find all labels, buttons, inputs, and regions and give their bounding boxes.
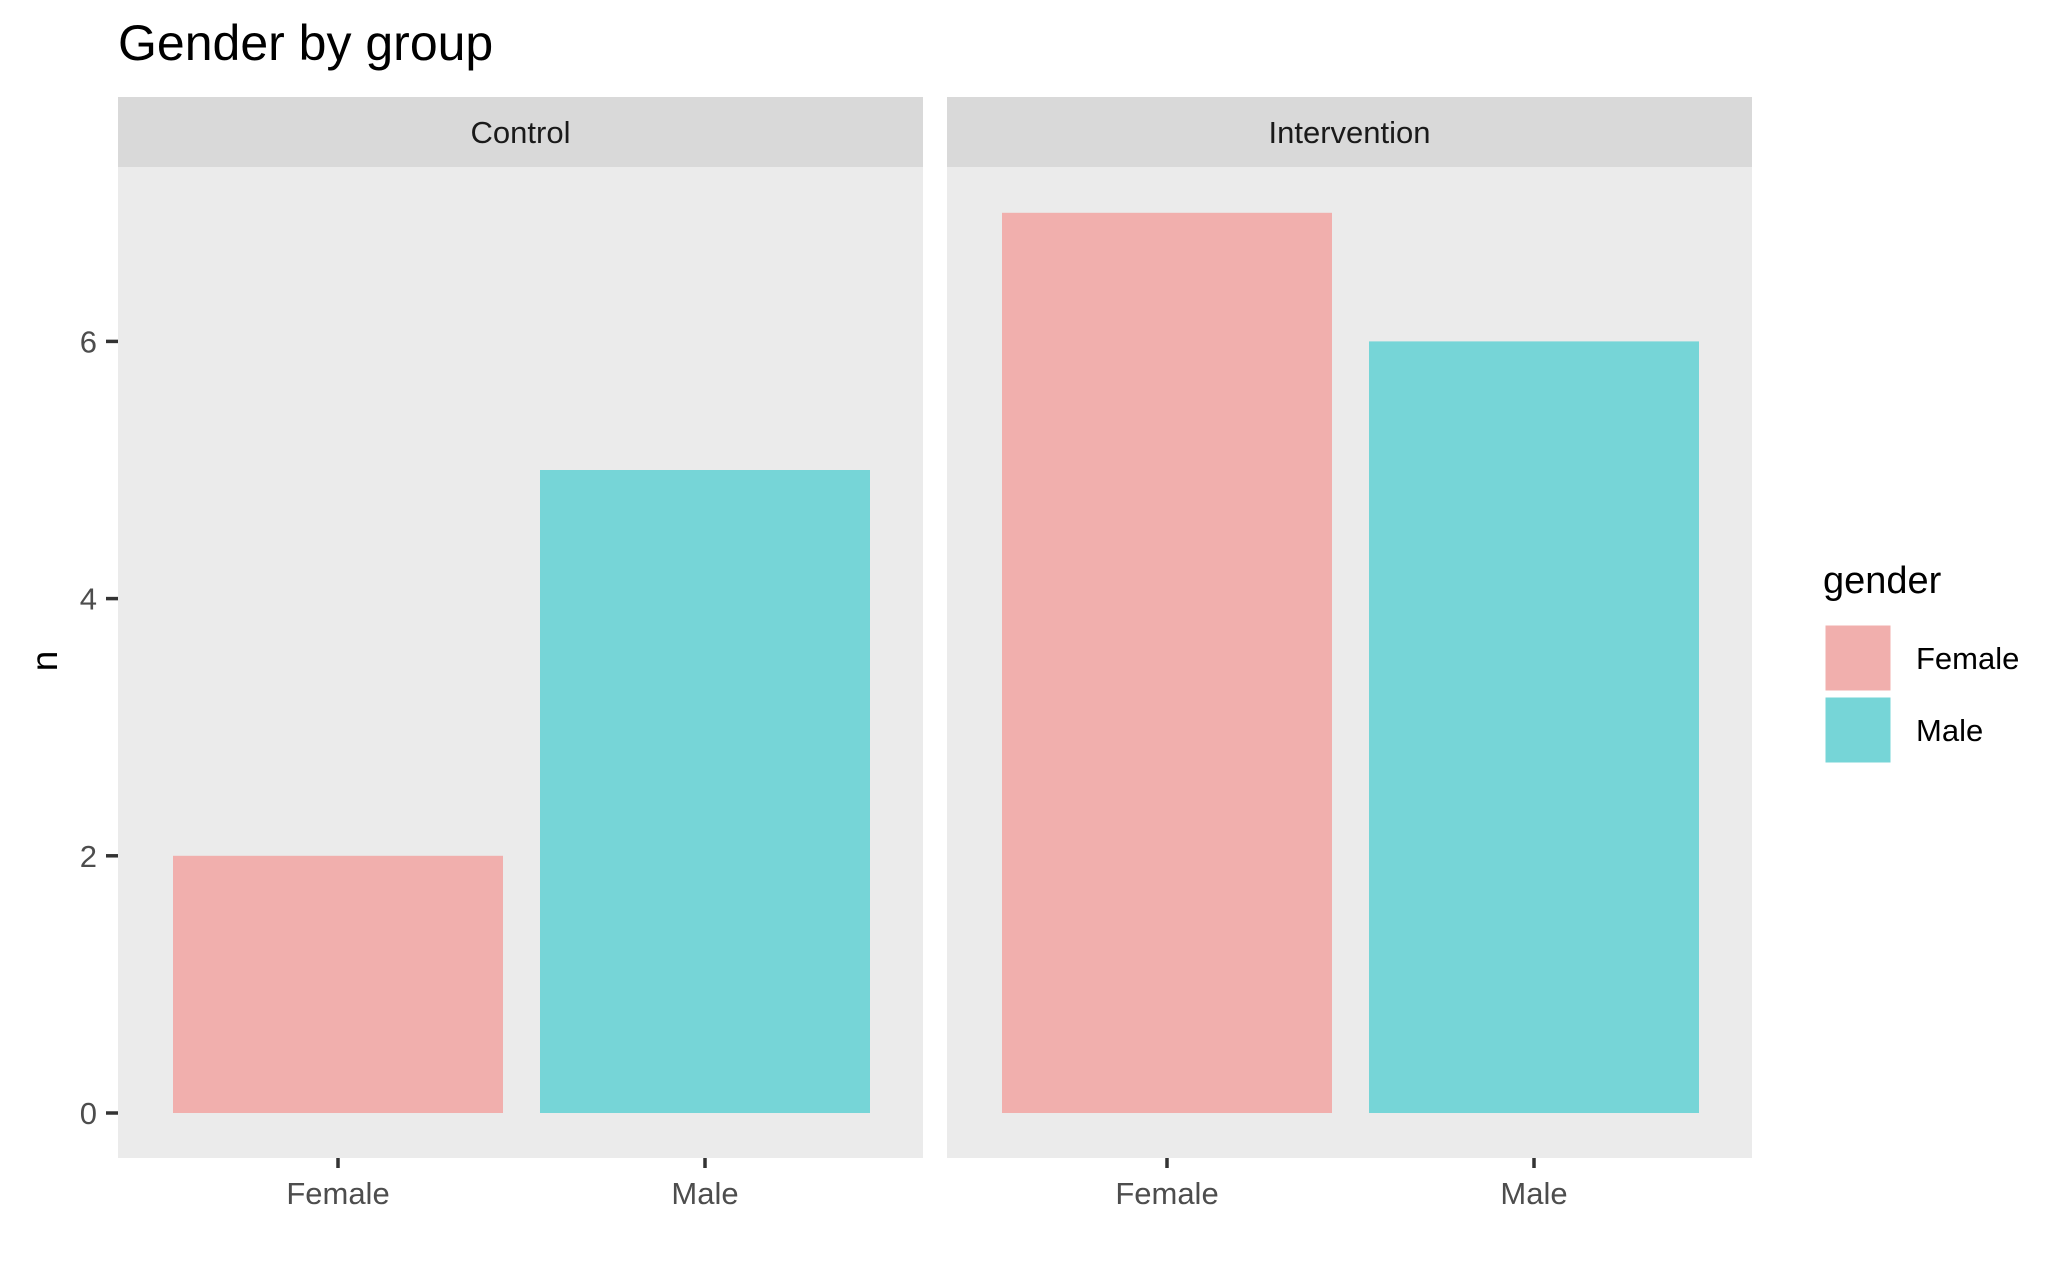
chart-title: Gender by group xyxy=(118,15,493,71)
facet-strip-label: Intervention xyxy=(1269,115,1431,150)
x-tick-label: Male xyxy=(1500,1176,1567,1211)
x-tick-label: Female xyxy=(1115,1176,1218,1211)
y-tick-label: 6 xyxy=(80,324,97,359)
facet-panels: Control Female Male Intervention Female Male xyxy=(118,97,1752,1211)
legend-label: Female xyxy=(1916,641,2019,676)
legend-label: Male xyxy=(1916,713,1983,748)
facet-strip xyxy=(118,97,923,167)
facet-panel-intervention: Intervention Female Male xyxy=(947,97,1752,1211)
bar-control-male xyxy=(540,470,870,1113)
facet-strip-label: Control xyxy=(471,115,571,150)
bar-intervention-female xyxy=(1002,212,1332,1114)
legend-key-female xyxy=(1822,622,1894,694)
x-tick-label: Female xyxy=(286,1176,389,1211)
x-tick-label: Male xyxy=(671,1176,738,1211)
y-axis-title: n xyxy=(24,651,65,672)
bar-control-female xyxy=(173,855,503,1113)
legend: gender Female Male xyxy=(1822,560,2019,766)
legend-key-male xyxy=(1822,694,1894,766)
y-axis: 0 2 4 6 xyxy=(80,324,118,1131)
facet-strip xyxy=(947,97,1752,167)
y-tick-label: 2 xyxy=(80,839,97,874)
bar-intervention-male xyxy=(1369,341,1699,1113)
y-tick-label: 4 xyxy=(80,582,97,617)
facet-panel-control: Control Female Male xyxy=(118,97,923,1211)
legend-title: gender xyxy=(1823,560,1942,602)
y-tick-label: 0 xyxy=(80,1096,97,1131)
